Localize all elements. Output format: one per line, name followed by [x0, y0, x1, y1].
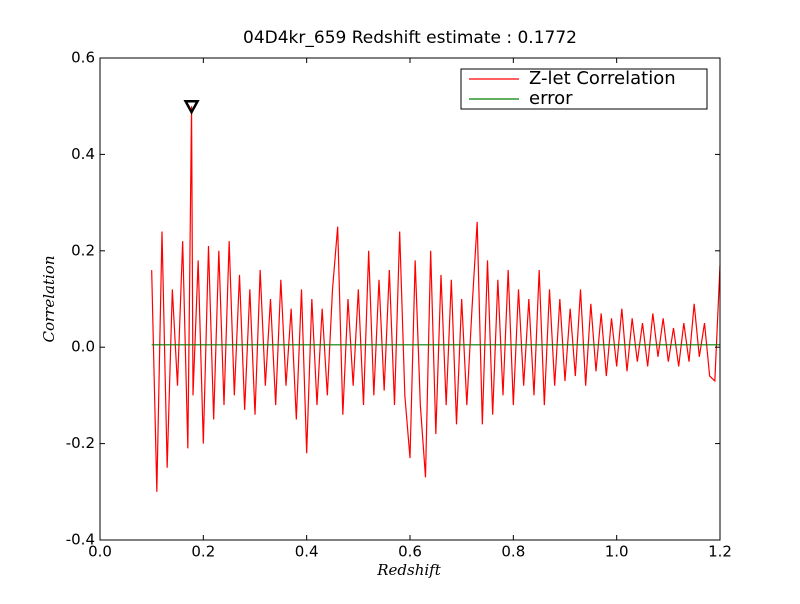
y-axis-label: Correlation — [40, 256, 58, 343]
x-tick-label: 0.6 — [398, 543, 422, 561]
legend-label: error — [529, 88, 573, 109]
y-tick-label: 0.4 — [71, 145, 95, 163]
x-tick-label: 1.0 — [605, 543, 629, 561]
y-tick-label: 0.2 — [71, 241, 95, 259]
y-tick-label: 0.0 — [71, 338, 95, 356]
x-tick-label: 0.8 — [501, 543, 525, 561]
x-tick-label: 1.2 — [708, 543, 732, 561]
legend-label: Z-let Correlation — [529, 68, 676, 89]
x-tick-label: 0.0 — [88, 543, 112, 561]
x-tick-label: 0.2 — [191, 543, 215, 561]
x-axis-label: Redshift — [376, 561, 441, 579]
legend-box — [460, 68, 708, 110]
peak-marker — [183, 99, 200, 115]
data-line — [151, 106, 721, 492]
y-tick-label: 0.6 — [71, 49, 95, 67]
chart-title: 04D4kr_659 Redshift estimate : 0.1772 — [243, 28, 577, 48]
x-tick-label: 0.4 — [295, 543, 319, 561]
y-tick-label: -0.4 — [66, 531, 95, 549]
y-tick-label: -0.2 — [66, 434, 95, 452]
